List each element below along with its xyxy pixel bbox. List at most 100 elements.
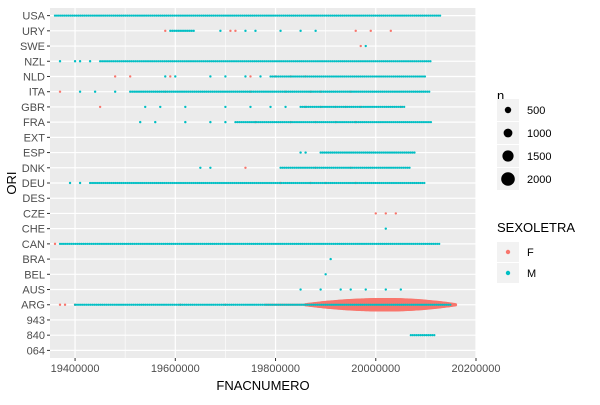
data-point [262,242,265,246]
data-point [344,90,347,93]
data-point [332,166,335,169]
data-point [139,14,143,17]
data-point [423,181,426,185]
data-point [433,303,436,306]
data-point [58,90,62,93]
data-point [271,75,274,78]
data-point [150,303,153,306]
data-point [233,181,236,185]
data-point [336,166,339,169]
data-point [389,105,392,109]
data-point [390,75,393,78]
data-point [140,242,144,246]
data-point [353,166,356,169]
data-point [360,60,364,63]
data-point [306,90,310,93]
data-point [236,303,239,306]
data-point [216,60,219,63]
data-point [306,166,310,169]
data-point [404,166,407,169]
data-point [365,90,368,93]
data-point [388,303,391,306]
data-point [245,303,249,306]
data-point [68,242,71,246]
data-point [214,303,217,306]
data-point [398,120,401,124]
x-tick-label: 20000000 [351,363,400,375]
data-point [399,60,403,63]
data-point [260,181,264,185]
data-point [273,90,276,93]
data-point [192,181,195,185]
data-point [314,242,318,246]
data-point [263,60,266,63]
data-point [315,14,319,17]
data-point [283,75,286,78]
data-point [182,29,186,32]
data-point [165,181,168,185]
data-point [255,14,258,17]
data-point [354,242,357,246]
data-point [377,166,380,169]
data-point [334,242,337,246]
data-point [414,90,417,93]
data-point [391,242,394,246]
data-point [158,242,161,246]
data-point [230,90,233,93]
data-point [245,14,248,17]
data-point [415,181,418,185]
data-point [244,242,247,246]
data-point [429,334,432,337]
data-point [142,242,146,246]
data-point [234,242,238,246]
data-point [242,120,245,124]
data-point [316,75,319,78]
data-point [182,181,186,185]
data-point [384,288,387,291]
data-point [280,14,283,17]
data-point [133,242,136,246]
data-point [148,303,151,306]
data-point [135,242,138,246]
data-point [191,90,194,93]
data-point [266,242,269,246]
data-point [389,242,392,246]
data-point [350,105,353,109]
data-point [187,90,190,93]
data-point [288,181,291,185]
data-point [348,151,352,154]
data-point [113,90,117,93]
data-point [273,75,276,78]
x-tick-label: 19800000 [251,363,300,375]
data-point [250,90,253,93]
data-point [317,60,321,63]
data-point [335,75,339,78]
data-point [164,75,167,78]
data-point [209,90,212,93]
data-point [306,60,309,63]
data-point [258,90,261,93]
data-point [135,181,139,185]
data-point [271,242,275,246]
data-point [188,29,191,32]
data-point [401,60,405,63]
data-point [209,242,212,246]
data-point [374,212,377,215]
data-point [371,166,374,169]
data-point [118,60,121,63]
data-point [369,303,372,306]
y-tick-label: CHE [22,224,45,236]
data-point [341,303,344,306]
data-point [162,90,165,93]
data-point [374,181,377,185]
data-point [340,151,344,154]
data-point [393,181,397,185]
data-point [351,60,354,63]
data-point [325,14,328,17]
data-point [180,14,184,17]
data-point [393,151,397,154]
data-point [330,242,333,246]
data-point [167,60,170,63]
data-point [377,90,380,93]
data-point [413,14,416,17]
